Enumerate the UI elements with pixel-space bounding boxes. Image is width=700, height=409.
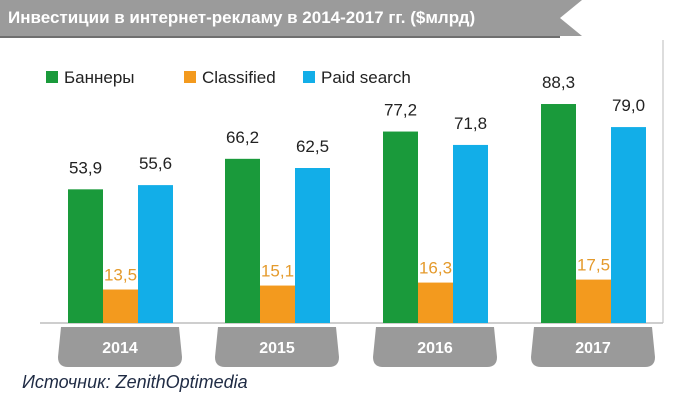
data-label: 55,6: [139, 154, 172, 173]
source-caption: Источник: ZenithOptimedia: [22, 372, 248, 392]
year-tab: [531, 327, 655, 367]
bar: [68, 189, 103, 323]
chart-title: Инвестиции в интернет-рекламу в 2014-201…: [0, 0, 582, 36]
year-tab: [215, 327, 339, 367]
data-label: 79,0: [612, 96, 645, 115]
data-label: 13,5: [104, 266, 137, 285]
legend-label: Classified: [202, 68, 276, 87]
year-label: 2014: [102, 340, 138, 357]
year-label: 2015: [259, 340, 295, 357]
data-label: 88,3: [542, 73, 575, 92]
data-label: 16,3: [419, 259, 452, 278]
data-label: 71,8: [454, 114, 487, 133]
data-label: 53,9: [69, 158, 102, 177]
bar: [541, 104, 576, 324]
data-label: 17,5: [577, 256, 610, 275]
bar: [418, 282, 453, 323]
legend-swatch: [184, 71, 196, 83]
data-label: 66,2: [226, 128, 259, 147]
bar: [383, 131, 418, 323]
bar: [453, 144, 488, 323]
bar: [576, 279, 611, 323]
data-label: 15,1: [261, 262, 294, 281]
bar: [611, 127, 646, 323]
title-underline: [0, 36, 560, 38]
data-label: 77,2: [384, 101, 417, 120]
bar: [260, 285, 295, 323]
legend-label: Paid search: [321, 68, 411, 87]
bar: [103, 289, 138, 323]
bar: [225, 158, 260, 323]
bar: [138, 185, 173, 323]
bar-chart: 2014 2015 2016 2017 53,9 66,2 77,2 88,3 13,5 15,1…: [40, 40, 664, 367]
year-tab: [373, 327, 497, 367]
year-tab: [58, 327, 182, 367]
legend-label: Баннеры: [64, 68, 135, 87]
legend-swatch: [46, 71, 58, 83]
data-label: 62,5: [296, 137, 329, 156]
bar: [295, 168, 330, 323]
year-label: 2017: [575, 340, 611, 357]
year-label: 2016: [417, 340, 453, 357]
legend-swatch: [303, 71, 315, 83]
